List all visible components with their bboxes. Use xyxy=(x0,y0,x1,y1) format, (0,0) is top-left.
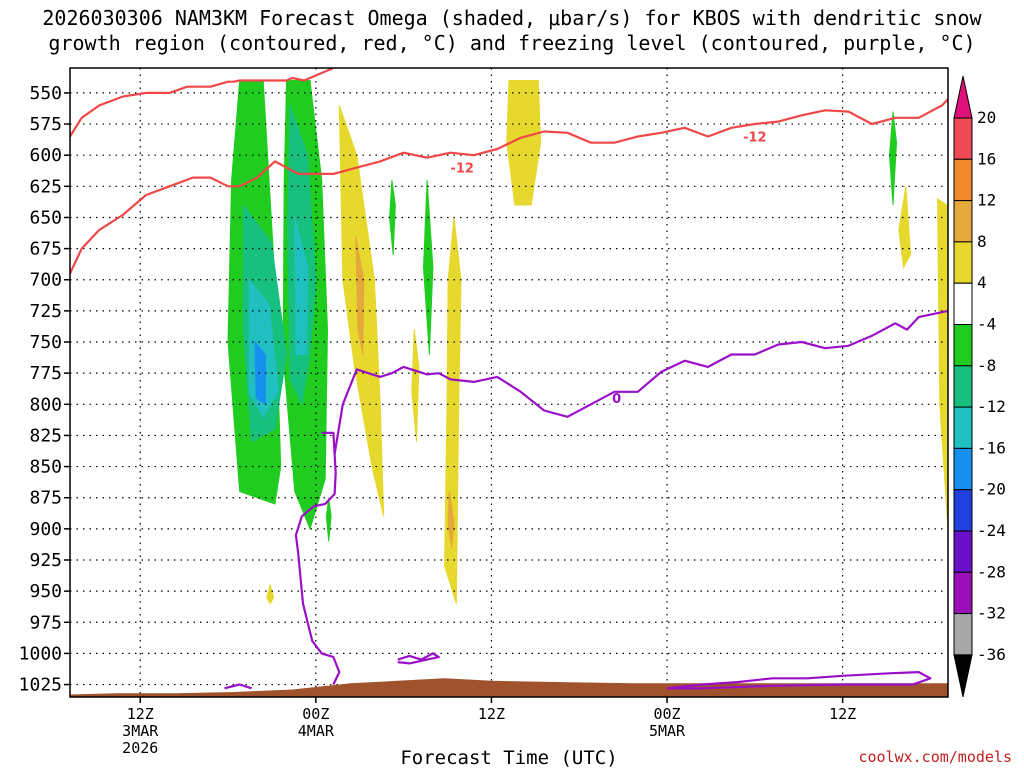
x-tick-label-72-0: 12Z xyxy=(829,705,856,723)
colorbar-label-2: 12 xyxy=(977,191,996,210)
colorbar-top-triangle xyxy=(953,75,973,119)
y-tick-label-625: 625 xyxy=(29,176,62,197)
colorbar-bin-0 xyxy=(953,117,973,160)
colorbar-bottom-triangle xyxy=(953,654,973,698)
colorbar-bin-9 xyxy=(953,489,973,532)
y-tick-label-600: 600 xyxy=(29,145,62,166)
omega-region-10 xyxy=(888,111,898,206)
credit-link[interactable]: coolwx.com/models xyxy=(858,748,1012,766)
x-tick-label-12-1: 3MAR xyxy=(122,722,159,740)
colorbar-label-11: -28 xyxy=(977,562,1006,581)
colorbar-bin-8 xyxy=(953,447,973,491)
y-tick-label-950: 950 xyxy=(29,581,62,602)
y-tick-label-825: 825 xyxy=(29,425,62,446)
terrain-surface xyxy=(70,678,948,697)
freezing-level-contour-0 xyxy=(294,431,341,685)
colorbar-bin-10 xyxy=(953,530,973,573)
dgz-contour-1-label: -12 xyxy=(450,162,474,177)
chart-title-line-1: 2026030306 NAM3KM Forecast Omega (shaded… xyxy=(42,6,982,30)
colorbar-label-5: -4 xyxy=(977,315,996,334)
x-tick-label-12-0: 12Z xyxy=(127,705,154,723)
x-tick-label-27-1: 4MAR xyxy=(298,722,335,740)
colorbar-label-9: -20 xyxy=(977,480,1006,499)
colorbar-label-1: 16 xyxy=(977,149,996,168)
colorbar-label-0: 20 xyxy=(977,108,996,127)
colorbar-bin-7 xyxy=(953,406,973,449)
y-tick-label-1025: 1025 xyxy=(19,675,62,696)
colorbar-label-3: 8 xyxy=(977,232,987,251)
dgz-contour-1-label-bg xyxy=(446,159,478,176)
x-tick-label-42-0: 12Z xyxy=(478,705,505,723)
y-tick-label-975: 975 xyxy=(29,612,62,633)
colorbar-bin-5 xyxy=(953,324,973,367)
y-tick-label-750: 750 xyxy=(29,332,62,353)
colorbar-bin-12 xyxy=(953,613,973,656)
colorbar-bin-6 xyxy=(953,365,973,408)
dgz-contour-0 xyxy=(70,68,334,138)
x-tick-label-12-2: 2026 xyxy=(122,739,158,757)
omega-region-14 xyxy=(411,329,420,442)
chart-title-line-2: growth region (contoured, red, °C) and f… xyxy=(48,31,975,55)
colorbar-label-6: -8 xyxy=(977,356,996,375)
colorbar-label-12: -32 xyxy=(977,604,1006,623)
dgz-contour-0-label-bg xyxy=(739,128,771,145)
freezing-level-contour-0-label-bg xyxy=(610,390,624,407)
plot-frame xyxy=(69,67,949,698)
freezing-level-contour-3 xyxy=(666,670,932,690)
y-tick-label-550: 550 xyxy=(29,83,62,104)
y-tick-label-800: 800 xyxy=(29,394,62,415)
omega-region-16 xyxy=(936,197,948,529)
plot-background xyxy=(70,68,948,697)
colorbar-label-8: -16 xyxy=(977,438,1006,457)
omega-region-9 xyxy=(325,497,332,542)
y-tick-label-575: 575 xyxy=(29,114,62,135)
omega-region-11 xyxy=(506,80,542,206)
x-axis-title: Forecast Time (UTC) xyxy=(400,747,617,768)
freezing-level-contour-2 xyxy=(397,652,440,665)
x-tick-label-27-0: 00Z xyxy=(302,705,329,723)
y-tick-label-675: 675 xyxy=(29,239,62,260)
y-tick-label-875: 875 xyxy=(29,488,62,509)
colorbar-label-13: -36 xyxy=(977,645,1006,664)
x-tick-label-57-0: 00Z xyxy=(653,705,680,723)
dgz-contour-0-label: -12 xyxy=(743,131,767,146)
y-tick-label-700: 700 xyxy=(29,270,62,291)
y-tick-label-925: 925 xyxy=(29,550,62,571)
y-tick-label-900: 900 xyxy=(29,519,62,540)
y-tick-label-725: 725 xyxy=(29,301,62,322)
freezing-level-contour-0-label: 0 xyxy=(612,392,621,407)
omega-region-8 xyxy=(422,180,434,355)
colorbar-label-4: 4 xyxy=(977,273,987,292)
omega-region-19 xyxy=(447,491,455,548)
omega-region-18 xyxy=(355,236,365,355)
y-tick-label-775: 775 xyxy=(29,363,62,384)
omega-region-17 xyxy=(266,583,275,605)
omega-region-15 xyxy=(898,186,912,269)
colorbar-bin-3 xyxy=(953,241,973,284)
plot-area: -12 -12 0 xyxy=(70,68,948,697)
freezing-level-contour-4 xyxy=(224,683,252,690)
colorbar-bin-11 xyxy=(953,571,973,615)
omega-region-7 xyxy=(389,180,396,255)
axes: 550 575 600 625 650 675 700 725 750 775 800 825 850 8… xyxy=(19,67,949,757)
y-tick-label-850: 850 xyxy=(29,457,62,478)
colorbar-bin-1 xyxy=(953,158,973,202)
freezing-level-contour-1 xyxy=(333,309,948,455)
colorbar-label-10: -24 xyxy=(977,521,1006,540)
y-tick-label-1000: 1000 xyxy=(19,643,62,664)
colorbar: 20 16 12 8 4 -4 -8 -12 -16 -20 -24 -28 -32 -36 xyxy=(953,75,1006,698)
x-tick-label-57-1: 5MAR xyxy=(649,722,686,740)
y-tick-label-650: 650 xyxy=(29,207,62,228)
omega-region-5 xyxy=(294,217,309,355)
colorbar-bin-2 xyxy=(953,200,973,243)
colorbar-label-7: -12 xyxy=(977,397,1006,416)
dgz-contour-1 xyxy=(70,98,948,274)
colorbar-bin-4 xyxy=(953,282,973,326)
